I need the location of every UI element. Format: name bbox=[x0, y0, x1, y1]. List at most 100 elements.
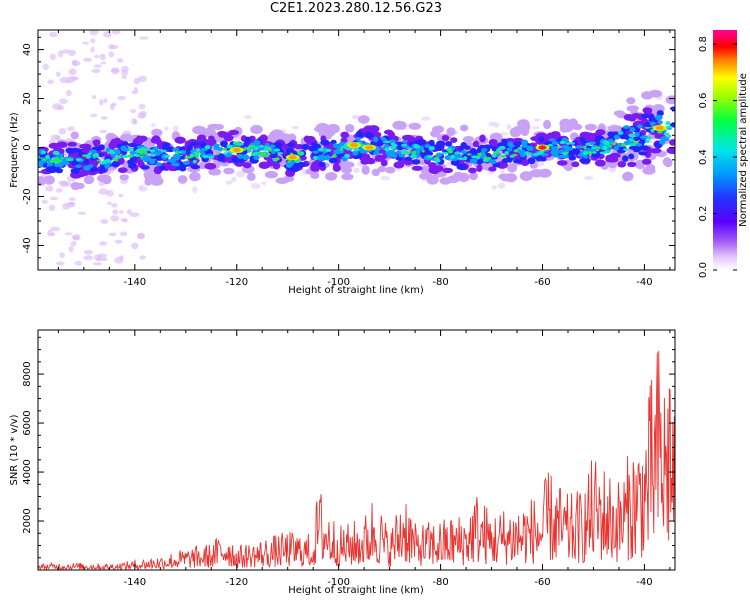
heatmap-band-blob bbox=[43, 175, 55, 185]
heatmap-band-blob bbox=[460, 141, 467, 149]
heatmap-band-blob bbox=[223, 134, 234, 142]
heatmap-noise-blob bbox=[499, 132, 509, 136]
heatmap-band-blob bbox=[318, 161, 326, 168]
heatmap-band-blob bbox=[133, 138, 140, 144]
heatmap-band-blob bbox=[421, 149, 425, 153]
heatmap-band-blob bbox=[352, 150, 359, 156]
heatmap-band-blob bbox=[148, 158, 156, 165]
heatmap-band-blob bbox=[144, 176, 153, 186]
heatmap-band-blob bbox=[648, 117, 657, 123]
heatmap-noise-blob bbox=[68, 49, 77, 57]
heatmap-band-blob bbox=[109, 149, 114, 154]
heatmap-band-blob bbox=[312, 155, 318, 161]
heatmap-band-blob bbox=[311, 161, 322, 169]
heatmap-band-blob bbox=[573, 150, 581, 155]
heatmap-noise-blob bbox=[50, 226, 61, 232]
heatmap-band-blob bbox=[420, 165, 431, 175]
heatmap-band-blob bbox=[223, 167, 235, 175]
heatmap-band-blob bbox=[195, 148, 201, 152]
heatmap-band-blob bbox=[629, 138, 634, 142]
heatmap-band-blob bbox=[535, 155, 543, 162]
heatmap-band-blob bbox=[398, 121, 407, 130]
heatmap-band-blob bbox=[96, 159, 102, 162]
heatmap-noise-blob bbox=[77, 211, 86, 215]
heatmap-noise-blob bbox=[138, 103, 146, 110]
heatmap-band-blob bbox=[553, 149, 560, 156]
heatmap-noise-blob bbox=[110, 67, 120, 75]
heatmap-band-blob bbox=[384, 147, 390, 152]
bottom-x-tick-label: -80 bbox=[432, 577, 448, 588]
heatmap-band-blob bbox=[623, 125, 630, 129]
heatmap-band-blob bbox=[559, 124, 569, 133]
heatmap-noise-blob bbox=[118, 210, 124, 214]
heatmap-band-blob bbox=[274, 148, 281, 152]
heatmap-band-blob bbox=[354, 147, 360, 152]
heatmap-band-blob bbox=[457, 154, 463, 159]
heatmap-band-blob bbox=[543, 119, 552, 130]
heatmap-band-blob bbox=[434, 158, 441, 163]
heatmap-band-blob bbox=[500, 154, 507, 159]
heatmap-noise-blob bbox=[491, 185, 498, 190]
heatmap-noise-blob bbox=[131, 90, 139, 95]
heatmap-band-blob bbox=[571, 161, 580, 168]
heatmap-peak-core bbox=[540, 146, 545, 149]
heatmap-band-blob bbox=[70, 131, 79, 140]
heatmap-band-blob bbox=[373, 151, 380, 156]
heatmap-band-blob bbox=[490, 159, 497, 165]
top-x-tick-label: -80 bbox=[432, 277, 448, 288]
heatmap-band-blob bbox=[250, 152, 258, 156]
heatmap-band-blob bbox=[441, 151, 448, 155]
heatmap-band-blob bbox=[190, 164, 201, 170]
heatmap-noise-blob bbox=[49, 31, 58, 38]
heatmap-noise-blob bbox=[68, 245, 74, 253]
heatmap-band-blob bbox=[128, 147, 134, 152]
heatmap-band-blob bbox=[411, 159, 421, 165]
heatmap-noise-blob bbox=[45, 185, 54, 192]
heatmap-noise-blob bbox=[83, 57, 92, 62]
heatmap-noise-blob bbox=[59, 180, 68, 188]
heatmap-band-blob bbox=[592, 151, 597, 154]
heatmap-band-blob bbox=[208, 135, 215, 141]
top-y-tick-label: 20 bbox=[22, 92, 33, 105]
heatmap-band-blob bbox=[628, 133, 636, 138]
heatmap-band-blob bbox=[186, 144, 193, 152]
heatmap-band-blob bbox=[108, 142, 116, 150]
heatmap-noise-blob bbox=[110, 215, 120, 222]
heatmap-noise-blob bbox=[164, 126, 169, 131]
heatmap-band-blob bbox=[315, 122, 330, 132]
heatmap-band-blob bbox=[390, 142, 396, 147]
heatmap-band-blob bbox=[506, 162, 518, 173]
heatmap-band-blob bbox=[605, 154, 613, 163]
heatmap-band-blob bbox=[317, 148, 325, 152]
heatmap-band-blob bbox=[160, 149, 167, 153]
heatmap-band-blob bbox=[536, 152, 544, 155]
heatmap-band-blob bbox=[450, 137, 458, 143]
heatmap-noise-blob bbox=[112, 209, 119, 215]
heatmap-band-blob bbox=[202, 154, 209, 159]
heatmap-band-blob bbox=[599, 151, 607, 155]
heatmap-band-blob bbox=[585, 142, 591, 146]
heatmap-noise-blob bbox=[55, 71, 61, 78]
heatmap-band-blob bbox=[213, 145, 220, 151]
heatmap-band-blob bbox=[407, 147, 413, 151]
heatmap-band-blob bbox=[565, 142, 571, 145]
colorbar-ticks: 0.0 0.2 0.4 0.6 0.8 bbox=[698, 36, 737, 278]
heatmap-band-blob bbox=[275, 177, 289, 184]
heatmap-band-blob bbox=[575, 145, 584, 149]
heatmap-band-blob bbox=[632, 145, 642, 153]
bottom-y-tick-label: 8000 bbox=[22, 361, 33, 386]
heatmap-band-blob bbox=[519, 152, 527, 158]
heatmap-band-blob bbox=[135, 154, 140, 157]
heatmap-band-blob bbox=[500, 175, 511, 182]
heatmap-band-blob bbox=[638, 151, 648, 156]
heatmap-band-blob bbox=[458, 172, 468, 180]
heatmap-band-blob bbox=[398, 153, 406, 158]
heatmap-band-blob bbox=[469, 147, 477, 154]
heatmap-band-blob bbox=[650, 128, 655, 133]
heatmap-band-blob bbox=[430, 129, 441, 138]
heatmap-band-blob bbox=[67, 141, 78, 147]
heatmap-noise-blob bbox=[131, 242, 139, 250]
heatmap-band-blob bbox=[401, 149, 408, 155]
heatmap-noise-blob bbox=[139, 112, 147, 118]
heatmap-band-blob bbox=[45, 166, 55, 173]
